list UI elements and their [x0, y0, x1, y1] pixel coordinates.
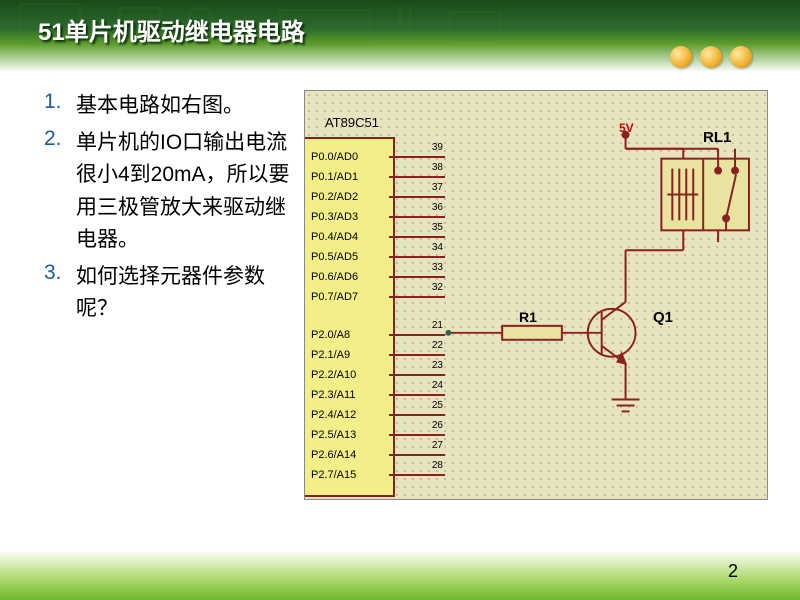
list-item: 1.基本电路如右图。	[44, 90, 304, 123]
list-number: 2.	[44, 127, 76, 257]
list-text: 如何选择元器件参数呢？	[76, 261, 304, 326]
list-item: 3.如何选择元器件参数呢？	[44, 261, 304, 326]
slide-header: 51单片机驱动继电器电路	[0, 0, 800, 72]
text-list: 1.基本电路如右图。2.单片机的IO口输出电流很小4到20mA，所以要用三极管放…	[44, 90, 304, 500]
slide-footer: 2	[0, 550, 800, 600]
schematic-svg	[305, 91, 767, 499]
list-item: 2.单片机的IO口输出电流很小4到20mA，所以要用三极管放大来驱动继电器。	[44, 127, 304, 257]
list-text: 单片机的IO口输出电流很小4到20mA，所以要用三极管放大来驱动继电器。	[76, 127, 304, 257]
dot-icon	[730, 46, 752, 68]
list-number: 1.	[44, 90, 76, 123]
list-text: 基本电路如右图。	[76, 90, 304, 123]
dot-icon	[700, 46, 722, 68]
dot-icon	[670, 46, 692, 68]
content-region: 1.基本电路如右图。2.单片机的IO口输出电流很小4到20mA，所以要用三极管放…	[0, 72, 800, 500]
page-number: 2	[728, 561, 738, 582]
list-number: 3.	[44, 261, 76, 326]
decorative-dots	[670, 46, 752, 68]
slide-title: 51单片机驱动继电器电路	[38, 12, 800, 47]
circuit-schematic: AT89C51 P0.0/AD039P0.1/AD138P0.2/AD237P0…	[304, 90, 768, 500]
